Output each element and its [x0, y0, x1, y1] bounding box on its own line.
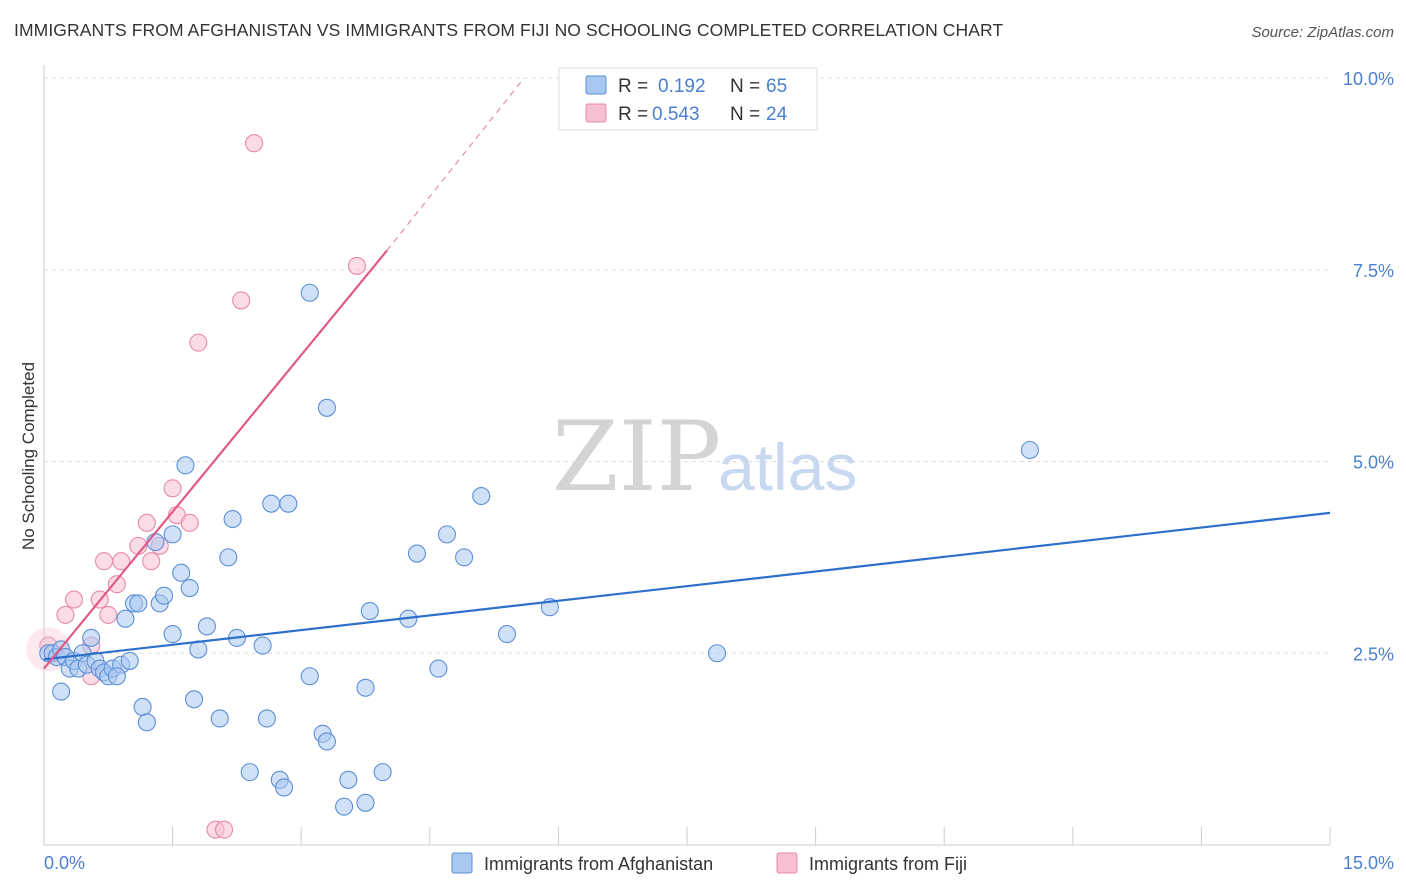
point-afghanistan	[257, 709, 276, 728]
point-afghanistan	[129, 594, 148, 613]
point-afghanistan	[172, 563, 191, 582]
point-afghanistan	[163, 625, 182, 644]
stats-legend: R = 0.192 N = 65 R = 0.543 N = 24	[558, 67, 818, 131]
series-legend: Immigrants from Afghanistan Immigrants f…	[451, 852, 967, 874]
point-afghanistan	[279, 494, 298, 513]
legend-r-value-fiji: 0.543	[652, 104, 700, 125]
point-afghanistan	[163, 525, 182, 544]
point-afghanistan	[373, 763, 392, 782]
chart-title: IMMIGRANTS FROM AFGHANISTAN VS IMMIGRANT…	[14, 20, 1004, 40]
point-fiji	[56, 605, 75, 624]
point-afghanistan	[356, 793, 375, 812]
legend-n-label-afghanistan: N =	[730, 76, 760, 97]
point-afghanistan	[455, 548, 474, 567]
point-afghanistan	[82, 628, 101, 647]
bottom-legend-swatch-fiji	[776, 852, 798, 874]
bottom-legend-label-fiji: Immigrants from Fiji	[809, 854, 967, 874]
point-afghanistan	[210, 709, 229, 728]
y-tick-label: 5.0%	[1353, 453, 1394, 473]
point-afghanistan	[223, 509, 242, 529]
point-afghanistan	[360, 602, 379, 621]
point-afghanistan	[407, 544, 426, 563]
point-fiji	[107, 575, 126, 594]
trend-line-fiji	[43, 249, 388, 670]
point-afghanistan	[146, 532, 165, 552]
point-fiji	[180, 513, 199, 532]
point-afghanistan	[497, 625, 517, 644]
point-afghanistan	[253, 636, 272, 655]
y-tick-labels: 2.5% 5.0% 7.5% 10.0%	[1343, 69, 1394, 664]
legend-n-value-afghanistan: 65	[766, 76, 787, 97]
bottom-legend-label-afghanistan: Immigrants from Afghanistan	[484, 854, 713, 874]
point-afghanistan	[300, 667, 319, 686]
legend-swatch-afghanistan	[585, 75, 607, 95]
point-afghanistan	[275, 778, 294, 797]
point-afghanistan	[154, 586, 174, 605]
legend-r-label-afghanistan: R =	[618, 76, 648, 97]
point-afghanistan	[339, 770, 358, 789]
point-afghanistan	[300, 283, 319, 302]
x-tick-label-max: 15.0%	[1343, 853, 1394, 873]
legend-r-value-afghanistan: 0.192	[658, 76, 706, 97]
point-afghanistan	[180, 579, 199, 598]
y-axis-label: No Schooling Completed	[19, 362, 38, 550]
point-fiji	[189, 333, 208, 352]
series-afghanistan-points	[39, 283, 1039, 816]
gridlines	[44, 77, 1330, 654]
legend-r-label-fiji: R =	[618, 104, 648, 125]
point-afghanistan	[176, 456, 195, 475]
point-afghanistan	[317, 732, 336, 751]
legend-n-label-fiji: N =	[730, 104, 760, 125]
point-fiji	[112, 552, 131, 571]
point-afghanistan	[437, 525, 456, 544]
point-fiji	[99, 605, 118, 624]
point-afghanistan	[120, 651, 139, 670]
watermark: ZIP atlas	[552, 401, 857, 513]
trend-line-fiji-extrapolated	[386, 77, 525, 251]
point-fiji	[142, 552, 161, 571]
point-fiji	[137, 513, 156, 532]
trend-line-afghanistan	[43, 511, 1331, 661]
point-fiji	[244, 134, 264, 153]
point-afghanistan	[219, 548, 238, 567]
bottom-legend-swatch-afghanistan	[451, 852, 473, 874]
point-fiji	[347, 256, 366, 275]
point-afghanistan	[1020, 440, 1039, 460]
legend-swatch-fiji	[585, 103, 607, 123]
point-fiji	[64, 590, 84, 609]
point-afghanistan	[472, 486, 491, 506]
source-credit: Source: ZipAtlas.com	[1251, 24, 1394, 41]
point-afghanistan	[116, 609, 135, 628]
point-afghanistan	[356, 678, 375, 697]
point-fiji	[232, 291, 251, 310]
point-afghanistan	[197, 617, 216, 636]
point-afghanistan	[240, 763, 259, 782]
point-fiji	[214, 820, 234, 839]
y-tick-label: 7.5%	[1353, 261, 1394, 281]
watermark-atlas: atlas	[718, 430, 857, 504]
point-afghanistan	[52, 682, 71, 701]
point-afghanistan	[335, 797, 354, 816]
watermark-zip: ZIP	[552, 401, 721, 513]
point-afghanistan	[429, 659, 448, 678]
point-fiji	[163, 479, 182, 498]
point-afghanistan	[107, 667, 126, 686]
point-afghanistan	[707, 644, 727, 663]
x-tick-label-min: 0.0%	[44, 853, 85, 873]
trend-lines	[43, 77, 1331, 670]
point-afghanistan	[137, 713, 156, 732]
point-fiji	[94, 552, 114, 571]
y-tick-label: 10.0%	[1343, 69, 1394, 89]
point-afghanistan	[262, 494, 281, 513]
point-afghanistan	[184, 690, 204, 709]
point-afghanistan	[133, 697, 152, 716]
point-afghanistan	[317, 398, 336, 417]
legend-n-value-fiji: 24	[766, 104, 788, 125]
y-tick-label: 2.5%	[1353, 644, 1394, 664]
x-ticks	[43, 827, 1331, 845]
